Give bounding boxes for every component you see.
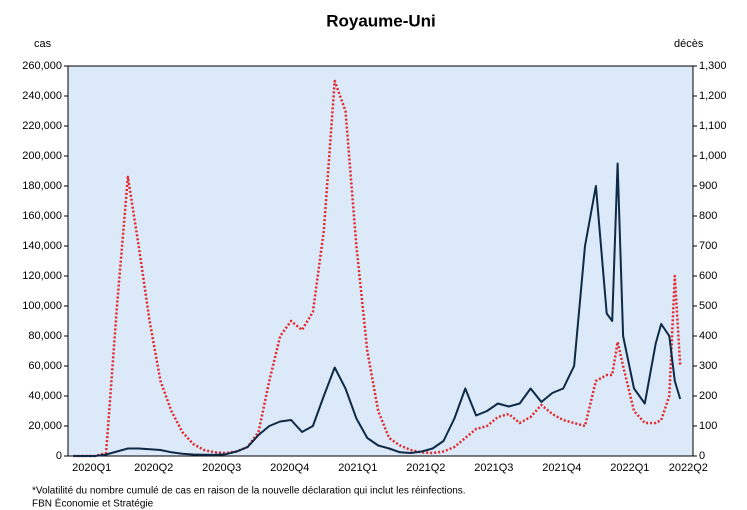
y2-tick-label: 1,100 xyxy=(699,120,727,132)
series-line xyxy=(73,162,682,457)
y-tick-label: 60,000 xyxy=(28,360,62,372)
x-tick-label: 2020Q3 xyxy=(202,462,241,474)
x-tick-label: 2020Q2 xyxy=(134,462,173,474)
x-tick-label: 2022Q1 xyxy=(610,462,649,474)
y-tick-label: 100,000 xyxy=(22,300,62,312)
y-tick-label: 80,000 xyxy=(28,330,62,342)
series-line xyxy=(73,79,682,458)
y-tick-label: 20,000 xyxy=(28,420,62,432)
y2-tick-label: 1,200 xyxy=(699,90,727,102)
y2-tick-label: 200 xyxy=(699,390,717,402)
y2-tick-label: 1,000 xyxy=(699,150,727,162)
y2-tick-label: 400 xyxy=(699,330,717,342)
y-tick-label: 40,000 xyxy=(28,390,62,402)
y-tick-label: 0 xyxy=(56,450,62,462)
x-tick-label: 2020Q1 xyxy=(72,462,111,474)
y2-tick-label: 100 xyxy=(699,420,717,432)
y-tick-label: 240,000 xyxy=(22,90,62,102)
y2-tick-label: 500 xyxy=(699,300,717,312)
y2-tick-label: 900 xyxy=(699,180,717,192)
y-tick-label: 180,000 xyxy=(22,180,62,192)
y2-tick-label: 300 xyxy=(699,360,717,372)
source: FBN Économie et Stratégie xyxy=(32,497,154,510)
y2-tick-label: 700 xyxy=(699,240,717,252)
y-tick-label: 260,000 xyxy=(22,60,62,72)
y-tick-label: 120,000 xyxy=(22,270,62,282)
x-tick-label: 2021Q3 xyxy=(474,462,513,474)
x-tick-label: 2021Q4 xyxy=(542,462,581,474)
y-tick-label: 220,000 xyxy=(22,120,62,132)
y2-tick-label: 0 xyxy=(699,450,705,462)
y2-axis-label: décès xyxy=(674,38,704,50)
y-tick-label: 200,000 xyxy=(22,150,62,162)
plot-area xyxy=(67,65,694,457)
y2-tick-label: 1,300 xyxy=(699,60,727,72)
x-tick-label: 2021Q1 xyxy=(338,462,377,474)
x-tick-label: 2021Q2 xyxy=(406,462,445,474)
y2-tick-label: 600 xyxy=(699,270,717,282)
chart-title: Royaume-Uni xyxy=(326,11,436,30)
x-tick-label: 2020Q4 xyxy=(270,462,309,474)
y-tick-label: 160,000 xyxy=(22,210,62,222)
y-tick-label: 140,000 xyxy=(22,240,62,252)
y2-tick-label: 800 xyxy=(699,210,717,222)
x-tick-label: 2022Q2 xyxy=(669,462,708,474)
footnote: *Volatilité du nombre cumulé de cas en r… xyxy=(32,486,466,497)
y-axis-label: cas xyxy=(34,38,52,50)
